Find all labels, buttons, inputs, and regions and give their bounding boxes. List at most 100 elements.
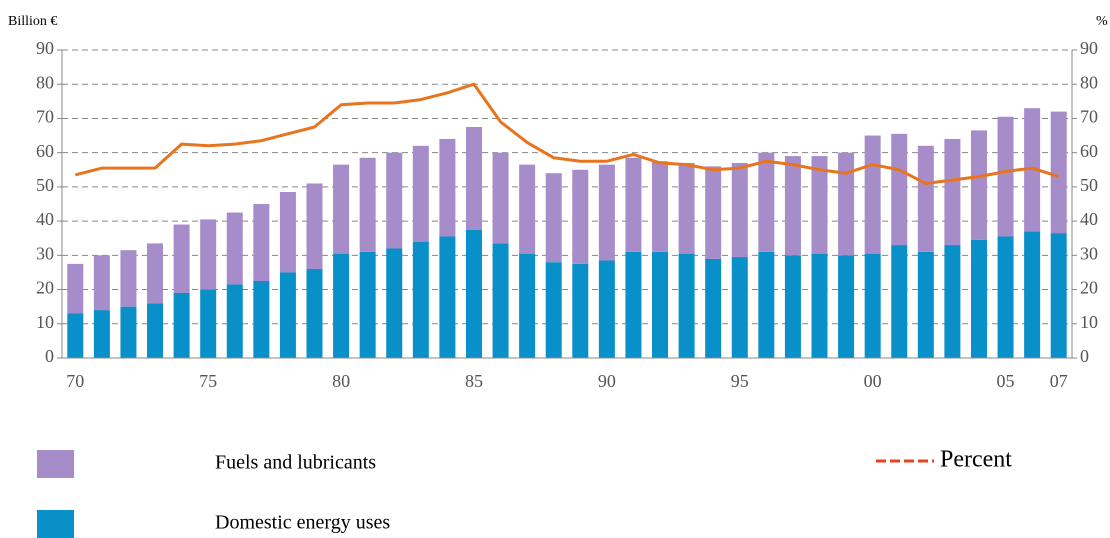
bar-segment <box>705 258 722 358</box>
bar-segment <box>545 262 562 358</box>
bar-segment <box>572 169 589 264</box>
y2-tick-label: 30 <box>1080 243 1098 263</box>
bar-segment <box>173 224 190 293</box>
x-tick-label: 05 <box>997 371 1015 391</box>
legend-swatch <box>37 450 74 478</box>
bar-segment <box>784 156 801 256</box>
bar-segment <box>226 284 243 358</box>
bar-segment <box>439 138 456 237</box>
bar-segment <box>465 127 482 230</box>
bar-segment <box>465 229 482 358</box>
bar-segment <box>67 263 84 314</box>
bar-segment <box>705 166 722 259</box>
x-tick-label: 90 <box>598 371 616 391</box>
bar-segment <box>758 152 775 252</box>
bar-segment <box>625 251 642 358</box>
bar-segment <box>864 135 881 254</box>
bar-segment <box>386 152 403 249</box>
bar-segment <box>519 164 536 254</box>
bar-segment <box>944 138 961 246</box>
y-tick-label: 90 <box>36 38 54 58</box>
bar-segment <box>147 303 164 358</box>
bar-segment <box>412 145 429 242</box>
bar-segment <box>784 255 801 358</box>
bar-segment <box>731 162 748 258</box>
bar-segment <box>970 130 987 240</box>
bar-segment <box>1050 111 1067 234</box>
bar-segment <box>492 243 509 358</box>
bar-segment <box>811 156 828 254</box>
bar-segment <box>333 164 350 254</box>
bar-segment <box>572 263 589 358</box>
bar-segment <box>253 204 270 281</box>
y2-tick-label: 40 <box>1080 209 1098 229</box>
bar-segment <box>545 173 562 263</box>
bar-segment <box>864 253 881 358</box>
y-tick-label: 0 <box>45 346 54 366</box>
bar-segment <box>811 253 828 358</box>
bar-segment <box>120 306 137 358</box>
x-tick-label: 70 <box>66 371 84 391</box>
bar-segment <box>625 157 642 252</box>
bar-segment <box>917 251 934 358</box>
bar-segment <box>120 250 137 307</box>
bar-segment <box>891 133 908 246</box>
bar-segment <box>200 289 217 358</box>
y2-tick-label: 60 <box>1080 141 1098 161</box>
x-tick-label: 80 <box>332 371 350 391</box>
bar-segment <box>891 245 908 358</box>
bar-segment <box>917 145 934 252</box>
y2-tick-label: 70 <box>1080 107 1098 127</box>
bar-segment <box>333 253 350 358</box>
bar-segment <box>944 245 961 358</box>
bar-segment <box>173 292 190 358</box>
y-tick-label: 60 <box>36 141 54 161</box>
bar-segment <box>678 162 695 254</box>
bar-segment <box>439 236 456 358</box>
bar-segment <box>838 152 855 256</box>
bar-segment <box>200 219 217 290</box>
y2-tick-label: 50 <box>1080 175 1098 195</box>
x-tick-label: 07 <box>1050 371 1068 391</box>
bar-segment <box>1024 231 1041 358</box>
bar-segment <box>492 152 509 244</box>
bar-segment <box>731 257 748 358</box>
x-tick-label: 95 <box>731 371 749 391</box>
legend-label: Fuels and lubricants <box>215 452 376 474</box>
y-tick-label: 70 <box>36 107 54 127</box>
y-axis-label: Billion € <box>8 14 57 29</box>
x-tick-label: 85 <box>465 371 483 391</box>
bar-segment <box>652 251 669 358</box>
bar-segment <box>67 313 84 358</box>
bar-segment <box>386 248 403 358</box>
legend-label: Percent <box>940 447 1012 473</box>
bar-segment <box>598 164 615 261</box>
bar-segment <box>93 310 110 358</box>
legend-swatch <box>37 510 74 538</box>
bar-segment <box>652 161 669 252</box>
bar-segment <box>838 255 855 358</box>
y2-tick-label: 0 <box>1080 346 1089 366</box>
y-tick-label: 30 <box>36 243 54 263</box>
y-tick-label: 50 <box>36 175 54 195</box>
bar-segment <box>519 253 536 358</box>
bar-segment <box>226 212 243 285</box>
x-tick-label: 75 <box>199 371 217 391</box>
bar-segment <box>412 241 429 358</box>
x-tick-label: 00 <box>864 371 882 391</box>
legend-label: Domestic energy uses <box>215 512 390 534</box>
y2-tick-label: 90 <box>1080 38 1098 58</box>
bar-segment <box>1024 108 1041 232</box>
bar-segment <box>598 260 615 358</box>
bar-segment <box>970 239 987 358</box>
y-tick-label: 80 <box>36 72 54 92</box>
y-tick-label: 20 <box>36 278 54 298</box>
y2-tick-label: 10 <box>1080 312 1098 332</box>
bar-segment <box>306 183 323 270</box>
y2-tick-label: 20 <box>1080 278 1098 298</box>
bar-segment <box>359 157 376 252</box>
bar-segment <box>758 251 775 358</box>
bar-segment <box>93 255 110 311</box>
bar-segment <box>279 192 296 273</box>
